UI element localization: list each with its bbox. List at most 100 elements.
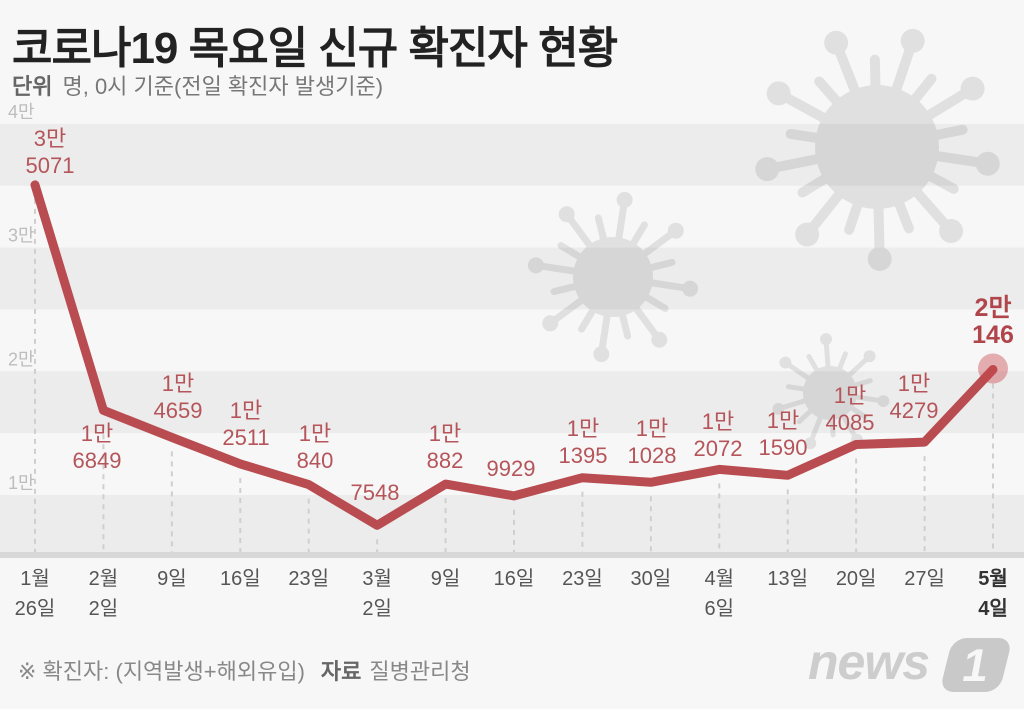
- grid-band: [0, 371, 1024, 434]
- data-label-remainder: 1590: [759, 435, 808, 460]
- x-tick-label-line: 4일: [978, 597, 1008, 620]
- data-label-remainder: 840: [297, 448, 334, 473]
- data-label-remainder: 9929: [487, 456, 536, 481]
- data-label-ten-thousands: 1만: [230, 398, 262, 423]
- x-tick-label-line: 2일: [89, 597, 119, 620]
- source-text: 질병관리청: [369, 659, 471, 684]
- data-label: 9929: [487, 456, 536, 481]
- x-tick-label-line: 26일: [15, 597, 56, 620]
- logo-wordmark: news: [808, 634, 930, 690]
- x-tick-label-line: 30일: [631, 567, 672, 590]
- drop-lines: [34, 198, 994, 552]
- data-label-remainder: 7548: [351, 480, 400, 505]
- x-tick-label: 16일: [220, 567, 261, 590]
- y-tick-label: 2만: [8, 349, 35, 369]
- chart-subtitle: 단위 명, 0시 기준(전일 확진자 발생기준): [12, 69, 383, 101]
- data-label-ten-thousands: 1만: [162, 371, 194, 396]
- grid-bands: [0, 123, 1024, 552]
- data-label-ten-thousands: 1만: [567, 416, 599, 441]
- x-tick-label: 30일: [631, 567, 672, 590]
- virus-icon: [527, 191, 699, 363]
- chart-title: 코로나19 목요일 신규 확진자 현황: [12, 24, 618, 73]
- x-tick-label-line: 16일: [220, 567, 261, 590]
- x-tick-label-line: 3월: [362, 567, 392, 590]
- x-tick-label: 13일: [767, 567, 808, 590]
- x-tick-label-line: 1월: [20, 567, 50, 590]
- x-tick-label-line: 9일: [157, 567, 187, 590]
- x-tick-label-line: 2월: [89, 567, 119, 590]
- data-label-ten-thousands: 1만: [767, 408, 799, 433]
- data-label-ten-thousands: 1만: [834, 383, 866, 408]
- data-label-remainder: 146: [972, 321, 1014, 349]
- data-label: 7548: [351, 480, 400, 505]
- data-label-remainder: 1028: [628, 443, 677, 468]
- x-tick-label: 27일: [904, 567, 945, 590]
- x-tick-label-line: 20일: [836, 567, 877, 590]
- virus-decorations: [527, 28, 1000, 450]
- x-tick-label: 16일: [494, 567, 535, 590]
- data-label-ten-thousands: 1만: [429, 421, 461, 446]
- virus-icon: [755, 28, 1000, 271]
- data-label-ten-thousands: 1만: [898, 371, 930, 396]
- data-label-ten-thousands: 1만: [299, 421, 331, 446]
- data-label-ten-thousands: 2만: [975, 294, 1012, 322]
- x-tick-label-line: 27일: [904, 567, 945, 590]
- x-tick-label: 23일: [562, 567, 603, 590]
- x-tick-label-line: 4월: [705, 567, 735, 590]
- virus-icon: [772, 333, 890, 450]
- logo-mark-digit: 1: [958, 639, 994, 691]
- data-label-remainder: 882: [427, 448, 464, 473]
- confirmed-cases-line: [30, 180, 998, 530]
- unit-label: 단위: [12, 74, 53, 99]
- x-axis-baseline: [0, 552, 1024, 558]
- footer-note: ※ 확진자: (지역발생+해외유입) 자료 질병관리청: [18, 654, 471, 686]
- grid-band: [0, 495, 1024, 552]
- x-tick-label: 9일: [157, 567, 187, 590]
- highlight-point: [978, 353, 1008, 384]
- x-tick-label-line: 2일: [362, 597, 392, 620]
- x-tick-label: 20일: [836, 567, 877, 590]
- data-label-remainder: 1395: [559, 443, 608, 468]
- data-label-ten-thousands: 1만: [636, 416, 668, 441]
- x-tick-label-line: 6일: [705, 597, 735, 620]
- logo-mark-icon: 1: [939, 638, 1013, 692]
- data-label-remainder: 4659: [154, 398, 203, 423]
- y-tick-label: 1만: [8, 473, 35, 493]
- data-label-remainder: 5071: [26, 153, 75, 178]
- data-label-remainder: 4279: [890, 398, 939, 423]
- footnote-text: ※ 확진자: (지역발생+해외유입): [18, 659, 305, 684]
- data-label-ten-thousands: 3만: [34, 126, 66, 151]
- data-label-remainder: 6849: [73, 448, 122, 473]
- x-tick-label: 9일: [431, 567, 461, 590]
- x-tick-label-line: 16일: [494, 567, 535, 590]
- data-label-remainder: 2072: [694, 436, 743, 461]
- x-tick-label-line: 23일: [562, 567, 603, 590]
- y-axis-ticks: 1만 2만 3만 4만: [8, 102, 35, 493]
- x-tick-label: 23일: [288, 567, 329, 590]
- grid-band: [0, 123, 1024, 186]
- x-tick-label-line: 9일: [431, 567, 461, 590]
- x-tick-label-line: 13일: [767, 567, 808, 590]
- data-label-remainder: 4085: [826, 410, 875, 435]
- data-label-remainder: 2511: [222, 425, 269, 450]
- data-label-ten-thousands: 1만: [702, 409, 734, 434]
- source-label: 자료: [320, 659, 362, 684]
